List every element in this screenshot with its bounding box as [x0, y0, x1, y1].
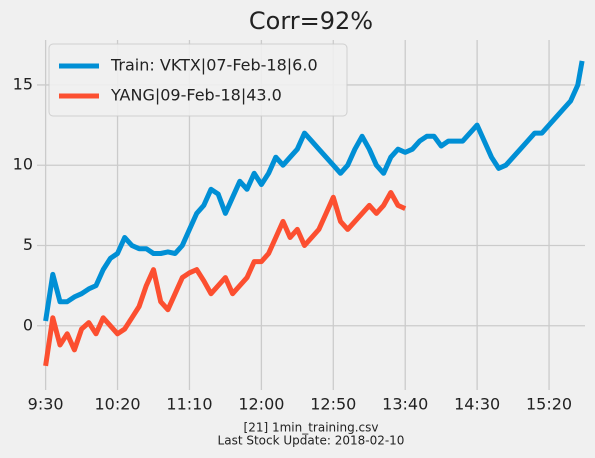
x-tick-label: 12:50: [310, 395, 356, 414]
legend-label: Train: VKTX|07-Feb-18|6.0: [110, 56, 318, 75]
series-line: [43, 60, 585, 322]
footer-line: [21] 1min_training.csv: [244, 421, 379, 435]
series-line: [43, 190, 407, 367]
y-tick-label: 15: [13, 74, 33, 93]
x-tick-label: 10:20: [94, 395, 140, 414]
footer-line: Last Stock Update: 2018-02-10: [218, 434, 405, 448]
x-tick-label: 14:30: [454, 395, 500, 414]
legend-box: [48, 43, 348, 117]
x-tick-label: 11:10: [166, 395, 212, 414]
chart-title: Corr=92%: [249, 7, 373, 35]
x-tick-label: 12:00: [238, 395, 284, 414]
x-tick-label: 9:30: [28, 395, 64, 414]
y-tick-label: 0: [23, 315, 33, 334]
y-tick-label: 5: [23, 235, 33, 254]
x-tick-label: 13:40: [382, 395, 428, 414]
x-tick-label: 15:20: [526, 395, 572, 414]
legend-label: YANG|09-Feb-18|43.0: [110, 86, 282, 105]
y-tick-label: 10: [13, 155, 33, 174]
